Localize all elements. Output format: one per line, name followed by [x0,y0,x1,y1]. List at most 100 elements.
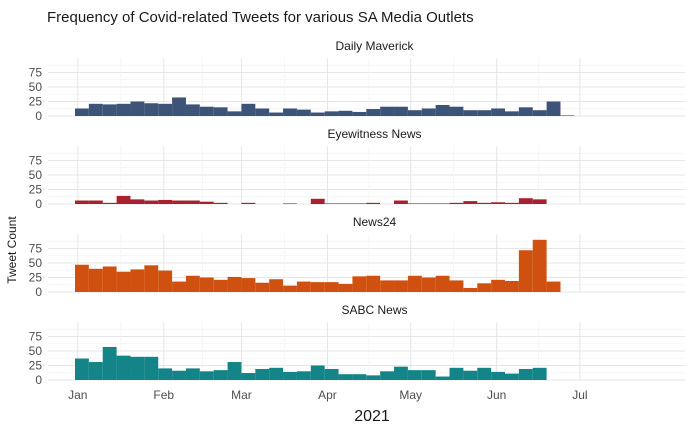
histogram-bar [394,106,408,116]
histogram-bar [158,103,173,116]
histogram-bar [227,276,242,292]
y-tick-label: 75 [29,66,43,80]
histogram-bar [324,203,339,204]
histogram-bar [435,376,450,380]
x-tick-label: Mar [231,388,252,402]
histogram-bar [366,275,381,292]
histogram-bar [338,203,353,204]
histogram-bar [518,368,533,380]
histogram-bar [199,201,214,204]
histogram-bar [394,200,408,204]
histogram-bar [463,370,478,380]
histogram-bar [449,280,464,292]
x-tick-label: Jul [572,388,587,402]
facet-strip-label: Eyewitness News [327,127,421,141]
histogram-bar [227,111,242,116]
histogram-bar [88,103,103,116]
x-tick-label: Jun [487,388,506,402]
histogram-bar [435,275,450,292]
histogram-bar [491,279,505,292]
histogram-bar [269,279,284,292]
histogram-bar [546,101,561,116]
histogram-bar [421,203,436,204]
histogram-bar [75,264,89,292]
histogram-bar [283,203,297,204]
y-tick-label: 50 [29,168,43,182]
histogram-bar [75,358,89,380]
histogram-bar [172,370,186,380]
y-tick-label: 0 [35,109,42,123]
histogram-bar [116,103,131,116]
x-tick-label: Jan [68,388,87,402]
y-tick-label: 50 [29,80,43,94]
histogram-bar [505,202,519,204]
histogram-bar [102,202,117,204]
histogram-bar [158,368,173,380]
histogram-bar [241,373,256,380]
histogram-bar [172,97,186,116]
histogram-bar [380,371,395,380]
histogram-bar [130,269,145,292]
histogram-bar [546,281,561,292]
histogram-bar [518,198,533,204]
y-tick-label: 0 [35,285,42,299]
histogram-bar [477,283,492,292]
histogram-bar [380,106,395,116]
histogram-bar [158,199,173,204]
histogram-bar [213,279,228,292]
histogram-bar [241,278,256,292]
histogram-bar [213,202,228,204]
y-tick-label: 50 [29,256,43,270]
histogram-bar [407,275,422,292]
histogram-bar [505,111,519,116]
histogram-bar [394,280,408,292]
histogram-bar [407,203,422,204]
histogram-bar [352,111,367,116]
histogram-bar [241,103,256,116]
histogram-bar [518,250,533,292]
histogram-bar [407,370,422,380]
facet-strip-label: SABC News [341,303,407,317]
histogram-bar [199,371,214,380]
histogram-bar [491,371,505,380]
histogram-bar [144,356,159,380]
histogram-bar [324,368,339,380]
y-tick-label: 25 [29,95,43,109]
histogram-bar [296,109,311,116]
histogram-bar [269,367,284,380]
histogram-bar [435,203,450,204]
histogram-bar [310,282,325,292]
histogram-bar [116,355,131,380]
histogram-bar [130,101,145,116]
histogram-bar [505,280,519,292]
histogram-bar [102,104,117,116]
y-tick-label: 25 [29,183,43,197]
y-tick-label: 50 [29,344,43,358]
histogram-bar [172,281,186,292]
histogram-bar [366,109,381,116]
histogram-bar [477,367,492,380]
histogram-bar [213,370,228,380]
histogram-bar [421,277,436,292]
histogram-bar [269,112,284,116]
histogram-bar [255,108,270,116]
histogram-bar [324,282,339,292]
histogram-bar [463,110,478,116]
histogram-bar [505,373,519,380]
y-tick-label: 0 [35,197,42,211]
histogram-bar [352,203,367,204]
histogram-bar [366,202,381,204]
histogram-bar [116,195,131,204]
histogram-bar [296,281,311,292]
histogram-bar [532,239,547,292]
histogram-bar [463,201,478,204]
histogram-bar [394,366,408,380]
x-tick-label: Apr [318,388,337,402]
histogram-bar [185,104,200,116]
histogram-bar [463,287,478,292]
y-tick-label: 25 [29,359,43,373]
chart-title: Frequency of Covid-related Tweets for va… [47,9,474,26]
histogram-bar [435,104,450,116]
